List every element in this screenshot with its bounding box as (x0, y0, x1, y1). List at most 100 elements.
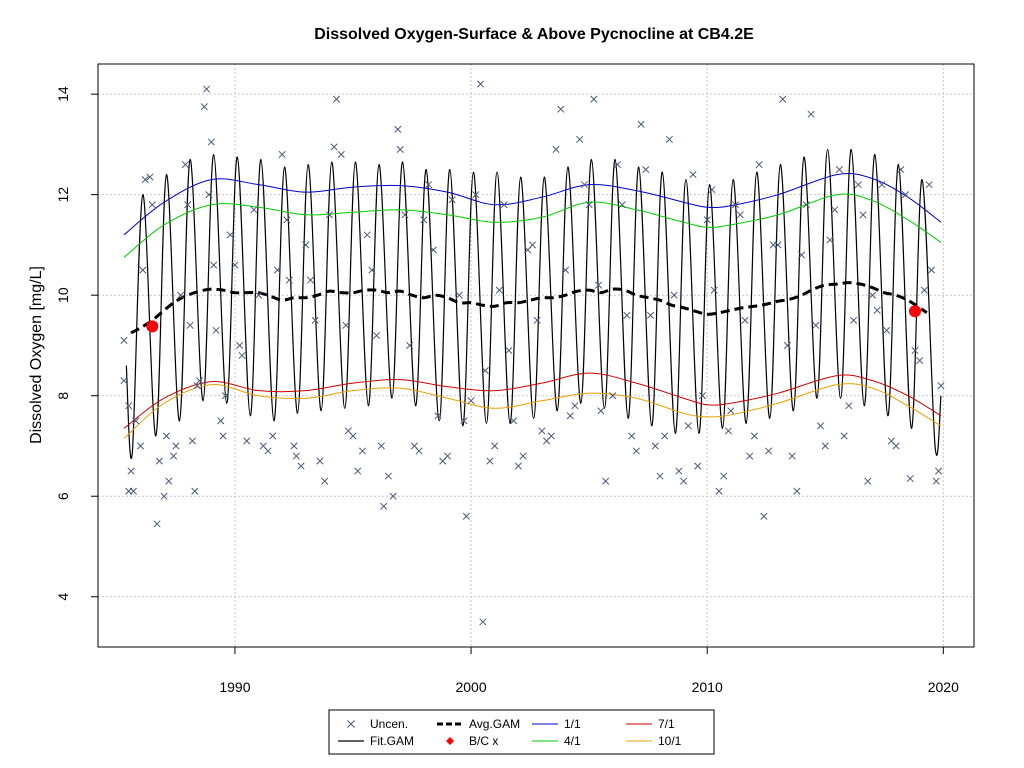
uncen-point (217, 417, 225, 425)
uncen-point (736, 211, 744, 219)
uncen-point (462, 512, 470, 520)
uncen-point (155, 457, 163, 465)
uncen-point (920, 286, 928, 294)
uncen-point (566, 412, 574, 420)
uncen-point (561, 266, 570, 274)
uncen-point (595, 281, 603, 289)
uncen-point (330, 143, 338, 151)
uncen-point (788, 452, 796, 460)
uncen-point (491, 442, 499, 450)
uncen-point (602, 477, 610, 485)
uncen-point (868, 291, 877, 299)
uncen-point (845, 402, 853, 410)
x-tick-label: 2020 (928, 679, 959, 695)
uncen-point (883, 326, 891, 334)
uncen-point (373, 331, 381, 339)
uncen-point (236, 341, 244, 350)
uncen-point (500, 201, 508, 209)
uncen-point (835, 165, 843, 174)
uncen-point (514, 462, 522, 470)
uncen-point (172, 442, 180, 450)
uncen-point (646, 311, 655, 319)
uncen-point (911, 346, 919, 355)
bc-point (146, 320, 159, 333)
uncen-point (675, 467, 683, 475)
uncen-point (250, 206, 258, 214)
x-tick-label: 2010 (692, 679, 723, 695)
uncen-point (637, 120, 645, 128)
series-lines (123, 148, 942, 459)
uncen-point (302, 241, 310, 249)
uncen-point (779, 95, 787, 103)
uncen-point (377, 442, 385, 450)
uncen-point (850, 316, 858, 324)
uncen-point (273, 266, 282, 274)
uncen-point (472, 191, 480, 199)
uncen-point (285, 276, 293, 284)
uncen-point (380, 502, 388, 510)
uncen-point (354, 467, 362, 475)
legend-oct-1-label: 10/1 (658, 734, 682, 748)
uncen-point (162, 432, 171, 440)
uncen-point (316, 457, 324, 465)
uncen-point (774, 241, 782, 249)
uncen-point (937, 382, 945, 390)
x-tick-label: 1990 (219, 679, 250, 695)
uncen-point (720, 472, 728, 480)
uncen-point (434, 412, 442, 420)
uncen-point (264, 447, 272, 455)
uncen-point (897, 165, 905, 174)
uncen-point (136, 442, 145, 450)
uncen-point (807, 110, 815, 118)
uncen-point (760, 512, 768, 520)
uncen-point (854, 181, 862, 189)
uncen-point (394, 125, 402, 133)
uncen-point (906, 475, 914, 483)
uncen-point (203, 85, 211, 93)
plot-frame (97, 63, 975, 648)
uncen-point (901, 191, 910, 199)
uncen-point (363, 231, 371, 239)
uncen-point (665, 135, 673, 143)
uncen-point (727, 407, 735, 415)
uncen-point (278, 150, 286, 159)
legend-avg-gam-label: Avg.GAM (469, 717, 520, 731)
uncen-point (547, 432, 555, 440)
uncen-point (793, 487, 801, 495)
uncen-point (680, 477, 688, 485)
uncen-point (642, 165, 650, 174)
uncen-point (916, 356, 924, 365)
uncen-point (231, 261, 239, 269)
uncen-point (429, 246, 437, 254)
uncen-point (210, 261, 218, 269)
uncen-point (467, 397, 475, 405)
uncen-point (349, 432, 357, 440)
uncen-point (715, 487, 723, 495)
uncen-point (873, 306, 881, 314)
uncen-point (191, 487, 199, 495)
uncen-point (689, 171, 697, 179)
uncen-point (571, 402, 579, 410)
uncen-point (821, 442, 829, 450)
uncen-point (481, 367, 489, 375)
y-tick-label: 10 (55, 287, 71, 303)
uncen-point (623, 311, 631, 319)
uncen-point (656, 472, 664, 480)
uncen-point (684, 422, 692, 430)
uncen-point (460, 417, 468, 425)
uncensored-points (120, 80, 945, 626)
uncen-point (219, 432, 227, 440)
uncen-point (448, 196, 456, 204)
uncen-point (651, 442, 659, 450)
jan-1-line (123, 173, 942, 236)
uncen-point (597, 407, 605, 415)
uncen-point (368, 266, 376, 274)
uncen-point (670, 291, 678, 299)
legend-bc-swatch (446, 737, 454, 745)
uncen-point (406, 341, 414, 350)
uncen-point (165, 477, 173, 485)
y-tick-label: 12 (55, 187, 71, 203)
uncen-point (486, 457, 494, 465)
uncen-point (585, 201, 593, 209)
